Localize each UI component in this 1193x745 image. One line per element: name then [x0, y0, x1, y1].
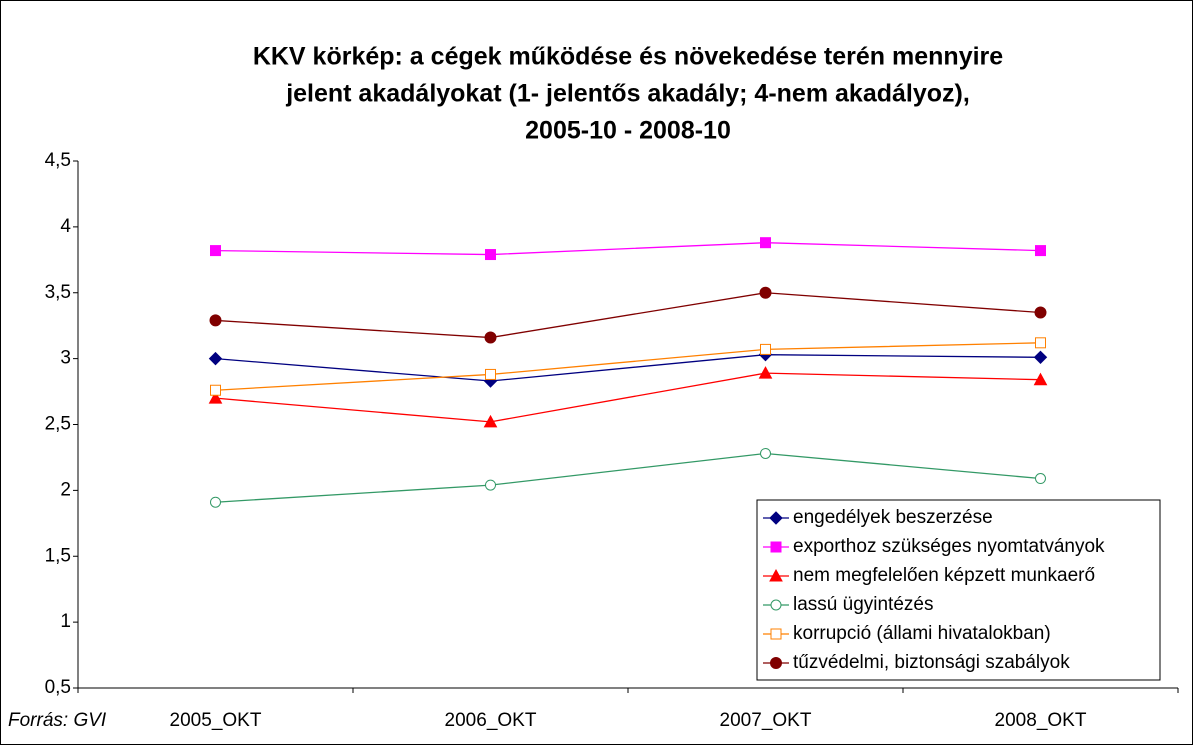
marker [210, 384, 221, 396]
y-tick-label: 1 [60, 611, 71, 632]
source-note: Forrás: GVI [8, 710, 107, 731]
marker [1035, 473, 1046, 485]
marker [1033, 350, 1048, 365]
marker [1033, 372, 1048, 386]
marker [209, 314, 222, 327]
legend-label: exporthoz szükséges nyomtatványok [793, 536, 1105, 557]
marker [1034, 306, 1047, 319]
y-tick-label: 4 [60, 216, 71, 237]
marker [210, 496, 221, 508]
marker [485, 368, 496, 380]
series-line [215, 242, 1041, 256]
chart-title: jelent akadályokat (1- jelentős akadály;… [285, 80, 970, 108]
legend-label: nem megfelelően képzett munkaerő [793, 565, 1095, 586]
marker [483, 414, 498, 428]
series-line [215, 452, 1041, 503]
marker [760, 343, 771, 355]
legend-box [756, 499, 1161, 681]
marker [760, 237, 771, 249]
marker [770, 628, 782, 640]
legend-label: engedélyek beszerzése [793, 507, 993, 528]
x-tick-label: 2005_OKT [170, 710, 262, 731]
marker [770, 599, 782, 611]
marker [1035, 245, 1046, 257]
legend-label: korrupció (állami hivatalokban) [793, 623, 1051, 644]
y-tick-label: 2,5 [45, 414, 71, 435]
marker [1035, 337, 1046, 349]
y-tick-label: 0,5 [45, 677, 71, 698]
marker [770, 541, 782, 553]
marker [210, 245, 221, 257]
marker [770, 657, 782, 669]
legend-label: tűzvédelmi, biztonsági szabályok [793, 652, 1070, 673]
marker [769, 568, 783, 582]
y-tick-label: 3,5 [45, 282, 71, 303]
marker [484, 331, 497, 344]
y-tick-label: 2 [60, 479, 71, 500]
y-tick-label: 4,5 [45, 150, 71, 171]
y-tick-label: 3 [60, 348, 71, 369]
series-line [215, 292, 1041, 339]
series-line [215, 372, 1041, 423]
chart-title: 2005-10 - 2008-10 [525, 117, 731, 145]
marker [769, 511, 783, 525]
marker [208, 351, 223, 366]
series-line [215, 354, 1041, 382]
series-line [215, 342, 1041, 391]
x-tick-label: 2006_OKT [445, 710, 537, 731]
marker [760, 447, 771, 459]
marker [758, 366, 773, 379]
marker [485, 249, 496, 261]
x-tick-label: 2007_OKT [720, 710, 812, 731]
marker [759, 286, 772, 299]
chart-title: KKV körkép: a cégek működése és növekedé… [253, 43, 1003, 71]
marker [208, 391, 223, 404]
legend-label: lassú ügyintézés [793, 594, 933, 615]
marker [485, 479, 496, 491]
y-tick-label: 1,5 [45, 545, 71, 566]
x-tick-label: 2008_OKT [995, 710, 1087, 731]
